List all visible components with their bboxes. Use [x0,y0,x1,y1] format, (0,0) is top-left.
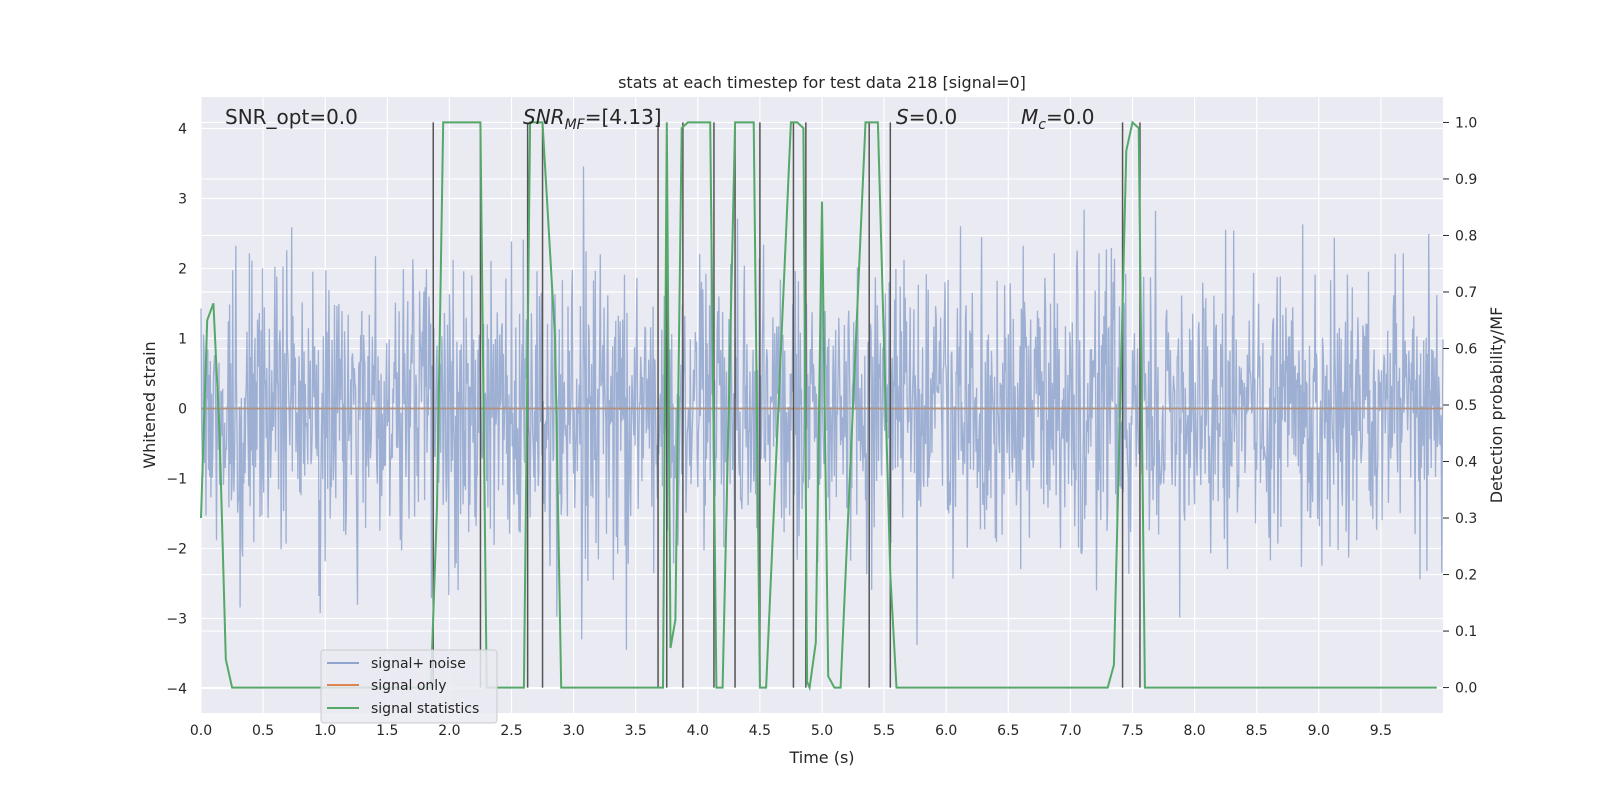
legend-label-noise: signal+ noise [371,656,466,672]
x-tick-label: 1.5 [376,723,398,739]
y-right-tick-label: 0.4 [1455,455,1477,471]
x-tick-label: 0.5 [252,723,274,739]
y-right-axis-label: Detection probability/MF [1487,307,1506,504]
legend: signal+ noise signal only signal statist… [320,649,498,724]
x-tick-label: 3.0 [562,723,584,739]
y-right-axis-ticks: 1.0 0.9 0.8 0.7 0.6 0.5 0.4 0.3 0.2 0.1 0.0 [1443,115,1477,697]
y-tick-label: 2 [178,262,187,278]
x-tick-label: 6.0 [935,723,957,739]
y-axis-label: Whitened strain [140,341,159,468]
y-tick-label: −3 [166,612,187,628]
y-tick-label: 3 [178,192,187,208]
y-right-tick-label: 1.0 [1455,115,1477,131]
series-signal-statistics [200,120,1437,692]
x-axis-ticks: 0.0 0.5 1.0 1.5 2.0 2.5 3.0 3.5 4.0 4.5 5.0 5.5 6.0 6… [190,723,1392,739]
x-tick-label: 0.0 [190,723,212,739]
x-tick-label: 4.5 [749,723,771,739]
y-tick-label: 0 [178,402,187,418]
x-tick-label: 4.0 [687,723,709,739]
x-tick-label: 1.0 [314,723,336,739]
y-right-tick-label: 0.6 [1455,341,1477,357]
x-tick-label: 2.5 [500,723,522,739]
y-tick-label: 1 [178,332,187,348]
legend-box [320,649,498,724]
x-tick-label: 8.0 [1183,723,1205,739]
statistics-line [200,120,1437,692]
annotation-s-value: =0.0 [909,105,958,129]
chart-title: stats at each timestep for test data 218… [618,73,1026,92]
y-right-tick-label: 0.0 [1455,681,1477,697]
annotation-s: S=0.0 [896,105,957,129]
y-right-tick-label: 0.1 [1455,624,1477,640]
x-tick-label: 7.5 [1121,723,1143,739]
annotation-snr-mf: SNRMF=[4.13] [523,105,662,133]
annotation-mc-label: M [1021,105,1038,129]
x-tick-label: 3.5 [625,723,647,739]
x-tick-label: 5.5 [873,723,895,739]
annotation-s-label: S [896,105,909,129]
x-tick-label: 5.0 [811,723,833,739]
y-tick-label: 4 [178,122,187,138]
y-right-tick-label: 0.9 [1455,172,1477,188]
y-axis-ticks: 4 3 2 1 0 −1 −2 −3 −4 [166,122,187,698]
y-right-tick-label: 0.7 [1455,285,1477,301]
y-right-tick-label: 0.2 [1455,568,1477,584]
y-tick-label: −2 [166,542,187,558]
legend-label-statistics: signal statistics [371,701,479,717]
x-tick-label: 8.5 [1246,723,1268,739]
y-right-tick-label: 0.3 [1455,511,1477,527]
annotation-mc-sub: c [1038,117,1046,133]
x-tick-label: 9.0 [1308,723,1330,739]
legend-label-signal: signal only [371,678,446,694]
y-right-tick-label: 0.5 [1455,398,1477,414]
annotation-snr-mf-prefix: SNR [523,105,565,129]
x-tick-label: 2.0 [438,723,460,739]
annotation-snr-mf-value: =[4.13] [585,105,662,129]
x-tick-label: 6.5 [997,723,1019,739]
x-tick-label: 9.5 [1370,723,1392,739]
x-tick-label: 7.0 [1059,723,1081,739]
annotation-snr-mf-sub: MF [565,117,586,133]
y-tick-label: −1 [166,472,187,488]
x-axis-label: Time (s) [788,748,854,767]
y-right-tick-label: 0.8 [1455,228,1477,244]
annotation-mc-value: =0.0 [1046,105,1095,129]
annotation-snr-opt: SNR_opt=0.0 [225,105,358,129]
annotation-mc: Mc=0.0 [1021,105,1095,133]
y-tick-label: −4 [166,682,187,698]
